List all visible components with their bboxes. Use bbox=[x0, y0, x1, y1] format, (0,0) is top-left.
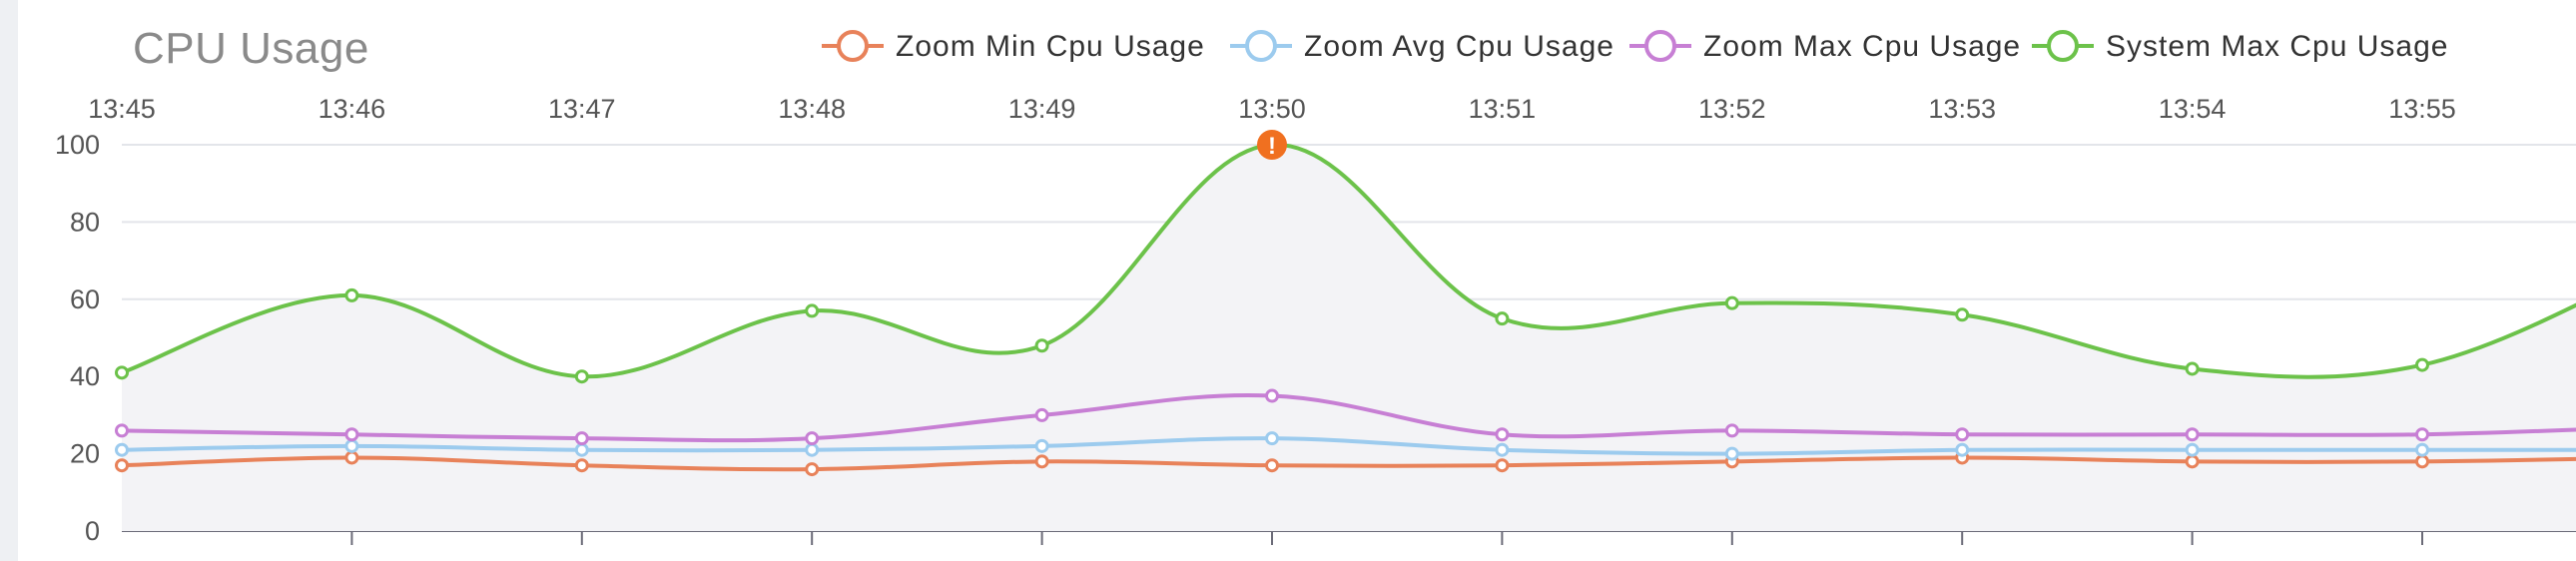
data-point[interactable] bbox=[1495, 458, 1510, 473]
x-tick-label: 13:45 bbox=[88, 94, 156, 124]
legend-item[interactable]: Zoom Max Cpu Usage bbox=[1629, 30, 2021, 63]
data-point[interactable] bbox=[1265, 431, 1279, 446]
legend-marker-icon bbox=[1644, 30, 1676, 62]
data-point[interactable] bbox=[1034, 438, 1049, 453]
alert-marker[interactable]: ! bbox=[1257, 130, 1287, 160]
data-point[interactable] bbox=[2185, 454, 2200, 469]
data-point[interactable] bbox=[115, 423, 129, 438]
x-tick-label: 13:47 bbox=[548, 94, 616, 124]
data-point[interactable] bbox=[574, 442, 589, 457]
axis-layer: 0 20 40 60 80 100 13:45 13:46 13:47 13:48 13:49 13:… bbox=[55, 94, 2456, 546]
legend-item[interactable]: System Max Cpu Usage bbox=[2032, 30, 2448, 63]
data-point[interactable] bbox=[115, 458, 129, 473]
data-point[interactable] bbox=[1034, 454, 1049, 469]
series-layer: ! bbox=[115, 130, 2576, 477]
data-point[interactable] bbox=[574, 369, 589, 384]
data-point[interactable] bbox=[805, 442, 820, 457]
data-point[interactable] bbox=[574, 458, 589, 473]
y-tick-label: 40 bbox=[70, 361, 100, 391]
data-point[interactable] bbox=[574, 431, 589, 446]
y-tick-label: 60 bbox=[70, 284, 100, 314]
legend-label: Zoom Min Cpu Usage bbox=[896, 30, 1205, 63]
x-tick-label: 13:53 bbox=[1928, 94, 1996, 124]
data-point[interactable] bbox=[2185, 442, 2200, 457]
data-point[interactable] bbox=[1955, 427, 1970, 442]
data-point[interactable] bbox=[805, 462, 820, 477]
data-point[interactable] bbox=[1495, 311, 1510, 326]
x-tick-label: 13:55 bbox=[2388, 94, 2456, 124]
data-point[interactable] bbox=[2415, 442, 2429, 457]
data-point[interactable] bbox=[344, 287, 359, 302]
data-point[interactable] bbox=[805, 303, 820, 318]
data-point[interactable] bbox=[115, 442, 129, 457]
data-point[interactable] bbox=[1265, 458, 1279, 473]
data-point[interactable] bbox=[1034, 338, 1049, 353]
series-line-zoom-max-cpu-usage bbox=[121, 393, 2576, 443]
data-point[interactable] bbox=[344, 438, 359, 453]
data-point[interactable] bbox=[115, 365, 129, 380]
legend-marker-icon bbox=[837, 30, 869, 62]
data-point[interactable] bbox=[2415, 454, 2429, 469]
data-point[interactable] bbox=[1724, 446, 1739, 461]
data-point[interactable] bbox=[2185, 361, 2200, 376]
side-panel-strip bbox=[0, 0, 18, 561]
data-point[interactable] bbox=[2415, 357, 2429, 372]
data-point[interactable] bbox=[1265, 388, 1279, 403]
area-layer bbox=[122, 144, 2576, 531]
legend-marker-icon bbox=[1245, 30, 1277, 62]
legend-label: System Max Cpu Usage bbox=[2106, 30, 2448, 63]
data-point[interactable] bbox=[1034, 407, 1049, 422]
alert-marker-dot bbox=[1257, 130, 1287, 160]
x-tick-label: 13:54 bbox=[2159, 94, 2227, 124]
legend-marker-icon bbox=[2047, 30, 2079, 62]
y-tick-label: 0 bbox=[85, 516, 100, 546]
series-line-zoom-avg-cpu-usage bbox=[121, 436, 2576, 456]
x-tick-label: 13:48 bbox=[778, 94, 846, 124]
legend-label: Zoom Max Cpu Usage bbox=[1703, 30, 2021, 63]
data-point[interactable] bbox=[1495, 442, 1510, 457]
series-line-zoom-min-cpu-usage bbox=[121, 455, 2576, 472]
y-tick-label: 20 bbox=[70, 439, 100, 469]
data-point[interactable] bbox=[344, 450, 359, 465]
data-point[interactable] bbox=[344, 427, 359, 442]
x-tick-label: 13:46 bbox=[319, 94, 386, 124]
x-tick-label: 13:52 bbox=[1698, 94, 1766, 124]
data-point[interactable] bbox=[2185, 427, 2200, 442]
legend-label: Zoom Avg Cpu Usage bbox=[1304, 30, 1614, 63]
data-point[interactable] bbox=[1955, 307, 1970, 322]
y-tick-label: 100 bbox=[55, 130, 100, 160]
data-point[interactable] bbox=[1724, 423, 1739, 438]
x-tick-label: 13:51 bbox=[1469, 94, 1537, 124]
data-point[interactable] bbox=[1955, 442, 1970, 457]
series-area-fill bbox=[122, 144, 2576, 531]
series-line-system-max-cpu-usage bbox=[121, 142, 2576, 379]
alert-icon: ! bbox=[1268, 133, 1276, 160]
data-point[interactable] bbox=[1495, 427, 1510, 442]
chart-title: CPU Usage bbox=[133, 24, 369, 73]
data-point[interactable] bbox=[2415, 427, 2429, 442]
legend-item[interactable]: Zoom Min Cpu Usage bbox=[822, 30, 1205, 63]
legend[interactable]: Zoom Min Cpu Usage Zoom Avg Cpu Usage Zoom… bbox=[822, 30, 2448, 63]
y-tick-label: 80 bbox=[70, 207, 100, 237]
x-tick-label: 13:50 bbox=[1238, 94, 1306, 124]
data-point[interactable] bbox=[1724, 295, 1739, 310]
data-point[interactable] bbox=[805, 431, 820, 446]
x-tick-label: 13:49 bbox=[1008, 94, 1076, 124]
legend-item[interactable]: Zoom Avg Cpu Usage bbox=[1230, 30, 1614, 63]
